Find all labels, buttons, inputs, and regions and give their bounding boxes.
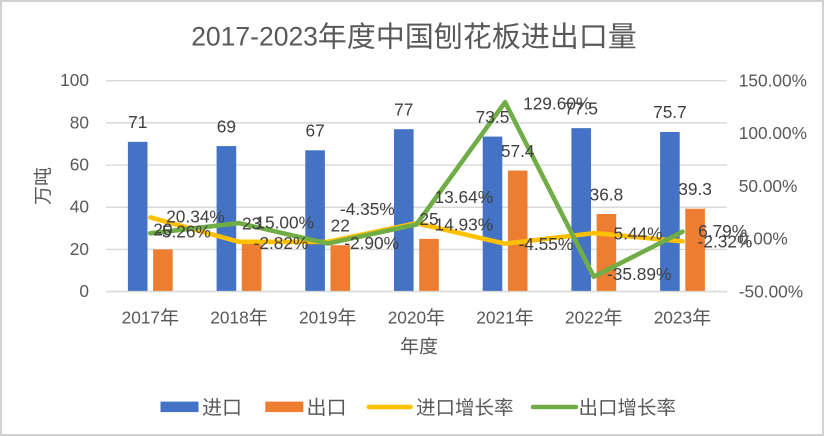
svg-text:57.4: 57.4 <box>501 141 535 161</box>
svg-text:2019: 2019 <box>299 307 337 327</box>
svg-text:2020: 2020 <box>388 307 426 327</box>
svg-text:71: 71 <box>128 112 147 132</box>
svg-text:2018: 2018 <box>210 307 248 327</box>
svg-text:77: 77 <box>394 100 413 120</box>
svg-text:2023: 2023 <box>654 307 692 327</box>
svg-text:13.64%: 13.64% <box>434 187 493 207</box>
svg-text:60: 60 <box>70 155 89 175</box>
svg-text:20.34%: 20.34% <box>166 207 225 227</box>
svg-text:14.93%: 14.93% <box>434 215 493 235</box>
svg-text:6.79%: 6.79% <box>698 221 747 241</box>
svg-text:-50.00%: -50.00% <box>739 281 803 301</box>
svg-text:80: 80 <box>70 112 89 132</box>
svg-text:75.7: 75.7 <box>653 102 687 122</box>
svg-text:2021: 2021 <box>476 307 514 327</box>
svg-text:0.00%: 0.00% <box>739 229 788 249</box>
svg-text:67: 67 <box>305 121 324 141</box>
svg-text:23: 23 <box>242 213 261 233</box>
svg-text:69: 69 <box>217 116 236 136</box>
svg-text:77.5: 77.5 <box>564 99 598 119</box>
svg-text:-35.89%: -35.89% <box>607 264 671 284</box>
svg-text:22: 22 <box>331 216 350 236</box>
svg-text:40: 40 <box>70 197 89 217</box>
svg-text:0: 0 <box>79 281 89 301</box>
svg-text:2022: 2022 <box>565 307 603 327</box>
svg-text:36.8: 36.8 <box>590 184 624 204</box>
svg-text:2017-2023: 2017-2023 <box>191 22 318 52</box>
svg-text:15.00%: 15.00% <box>255 213 314 233</box>
svg-text:20: 20 <box>70 239 89 259</box>
svg-text:-4.55%: -4.55% <box>519 234 574 254</box>
svg-text:100.00%: 100.00% <box>739 123 807 143</box>
svg-text:25: 25 <box>419 209 438 229</box>
svg-text:-2.82%: -2.82% <box>254 233 309 253</box>
svg-text:20: 20 <box>153 220 172 240</box>
svg-text:-4.35%: -4.35% <box>340 199 395 219</box>
svg-text:73.5: 73.5 <box>476 107 510 127</box>
svg-text:39.3: 39.3 <box>678 179 712 199</box>
svg-text:-2.90%: -2.90% <box>344 233 399 253</box>
svg-text:2017: 2017 <box>122 307 160 327</box>
svg-text:129.60%: 129.60% <box>523 93 591 113</box>
svg-text:100: 100 <box>60 70 89 90</box>
svg-text:-2.32%: -2.32% <box>698 232 753 252</box>
svg-text:150.00%: 150.00% <box>739 71 807 91</box>
svg-text:50.00%: 50.00% <box>739 176 798 196</box>
svg-text:-5.26%: -5.26% <box>156 222 211 242</box>
svg-text:5.44%: 5.44% <box>613 224 662 244</box>
